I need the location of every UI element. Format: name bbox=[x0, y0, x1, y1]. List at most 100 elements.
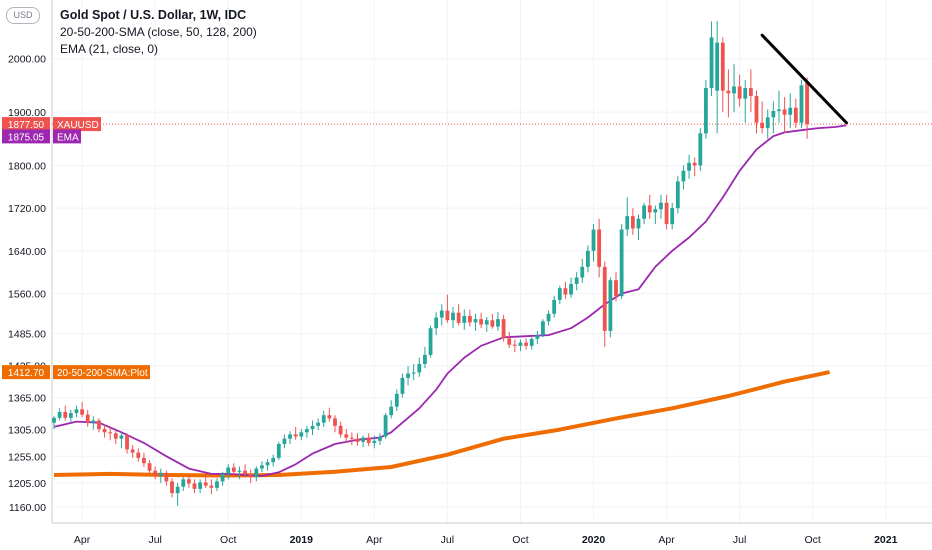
candle bbox=[597, 218, 602, 278]
candle bbox=[698, 128, 703, 171]
candle-body bbox=[254, 468, 259, 478]
candle bbox=[153, 466, 158, 480]
y-tick-label: 1305.00 bbox=[8, 425, 46, 437]
price-label-value-box bbox=[2, 117, 50, 132]
candle bbox=[220, 471, 225, 486]
candle bbox=[614, 272, 618, 302]
candle-body bbox=[760, 122, 765, 129]
candle-body bbox=[57, 411, 62, 418]
candle bbox=[97, 418, 101, 433]
candle bbox=[704, 80, 708, 139]
candle bbox=[653, 205, 658, 225]
candle-body bbox=[743, 88, 748, 99]
candle-body bbox=[580, 266, 585, 278]
candle-body bbox=[327, 415, 332, 419]
candle-body bbox=[181, 479, 186, 487]
candle bbox=[265, 458, 270, 471]
candle-body bbox=[136, 452, 141, 458]
sma-label-value: 1412.70 bbox=[8, 368, 45, 379]
candle bbox=[793, 98, 798, 129]
candle bbox=[428, 325, 433, 358]
candle-body bbox=[647, 205, 652, 213]
candle bbox=[344, 429, 349, 442]
candle-body bbox=[765, 117, 770, 129]
ema-label: 1875.05 EMA bbox=[2, 129, 81, 144]
candle-body bbox=[192, 483, 197, 489]
candle-body bbox=[355, 438, 360, 442]
candle-body bbox=[805, 82, 809, 125]
candle-body bbox=[619, 229, 624, 297]
candle bbox=[642, 202, 646, 225]
candle bbox=[456, 304, 461, 326]
candle bbox=[198, 479, 203, 494]
candle-body bbox=[209, 485, 214, 488]
candle-body bbox=[260, 465, 264, 469]
trendline-segment bbox=[760, 33, 848, 125]
candle bbox=[580, 258, 585, 283]
candle bbox=[659, 194, 663, 219]
candle bbox=[743, 80, 748, 123]
candle bbox=[434, 312, 439, 336]
candle bbox=[687, 154, 691, 179]
legend-ema[interactable]: EMA (21, close, 0) bbox=[60, 42, 159, 56]
legend-sma[interactable]: 20-50-200-SMA (close, 50, 128, 200) bbox=[60, 25, 257, 39]
candle bbox=[782, 97, 787, 134]
candle bbox=[366, 433, 371, 447]
candle bbox=[80, 401, 84, 418]
candle-body bbox=[175, 486, 180, 494]
y-tick-label: 1485.00 bbox=[8, 329, 46, 341]
x-tick-label: Jul bbox=[733, 534, 746, 546]
candle bbox=[625, 197, 630, 236]
candle bbox=[102, 424, 107, 438]
candle bbox=[327, 407, 332, 422]
candle-body bbox=[653, 209, 658, 213]
candle bbox=[276, 441, 281, 461]
candle-body bbox=[434, 317, 439, 329]
candle bbox=[181, 477, 186, 491]
candle bbox=[378, 433, 382, 446]
candle bbox=[310, 420, 315, 435]
candle-body bbox=[552, 299, 557, 314]
candle bbox=[74, 405, 79, 418]
candle-body bbox=[484, 320, 489, 325]
candle bbox=[754, 90, 759, 134]
ema-label-value-box bbox=[2, 129, 50, 144]
candle bbox=[720, 37, 725, 113]
candle bbox=[136, 448, 141, 462]
candle bbox=[518, 339, 523, 352]
candle-body bbox=[215, 481, 219, 488]
candle-body bbox=[569, 283, 573, 295]
candle bbox=[670, 202, 675, 230]
candle-body bbox=[782, 109, 787, 115]
candle-body bbox=[119, 435, 124, 439]
candle-body bbox=[754, 96, 759, 123]
candle bbox=[355, 433, 360, 446]
candle bbox=[647, 194, 652, 219]
currency-button[interactable]: USD bbox=[6, 7, 40, 24]
candle-body bbox=[91, 420, 96, 423]
axes: 2000.00 1900.00 1800.00 1720.00 1640.00 1560.… bbox=[8, 0, 932, 546]
candle bbox=[557, 285, 562, 305]
candle-body bbox=[642, 205, 646, 219]
candle bbox=[591, 224, 596, 262]
candle bbox=[479, 312, 484, 329]
candle bbox=[394, 389, 399, 411]
candle-body bbox=[793, 107, 798, 123]
candle-body bbox=[271, 457, 276, 463]
trendline[interactable] bbox=[760, 33, 848, 125]
candle bbox=[777, 90, 781, 123]
candle-body bbox=[748, 88, 753, 97]
candle bbox=[226, 464, 231, 480]
candle bbox=[147, 460, 152, 474]
candle bbox=[142, 452, 146, 467]
candle bbox=[305, 425, 309, 438]
candle-body bbox=[142, 457, 146, 464]
candle-body bbox=[602, 266, 607, 331]
candle-body bbox=[726, 90, 731, 94]
candle-body bbox=[52, 417, 56, 423]
candle-body bbox=[248, 473, 253, 478]
candle-body bbox=[777, 109, 781, 112]
y-tick-label: 1365.00 bbox=[8, 393, 46, 405]
candle bbox=[748, 69, 753, 113]
